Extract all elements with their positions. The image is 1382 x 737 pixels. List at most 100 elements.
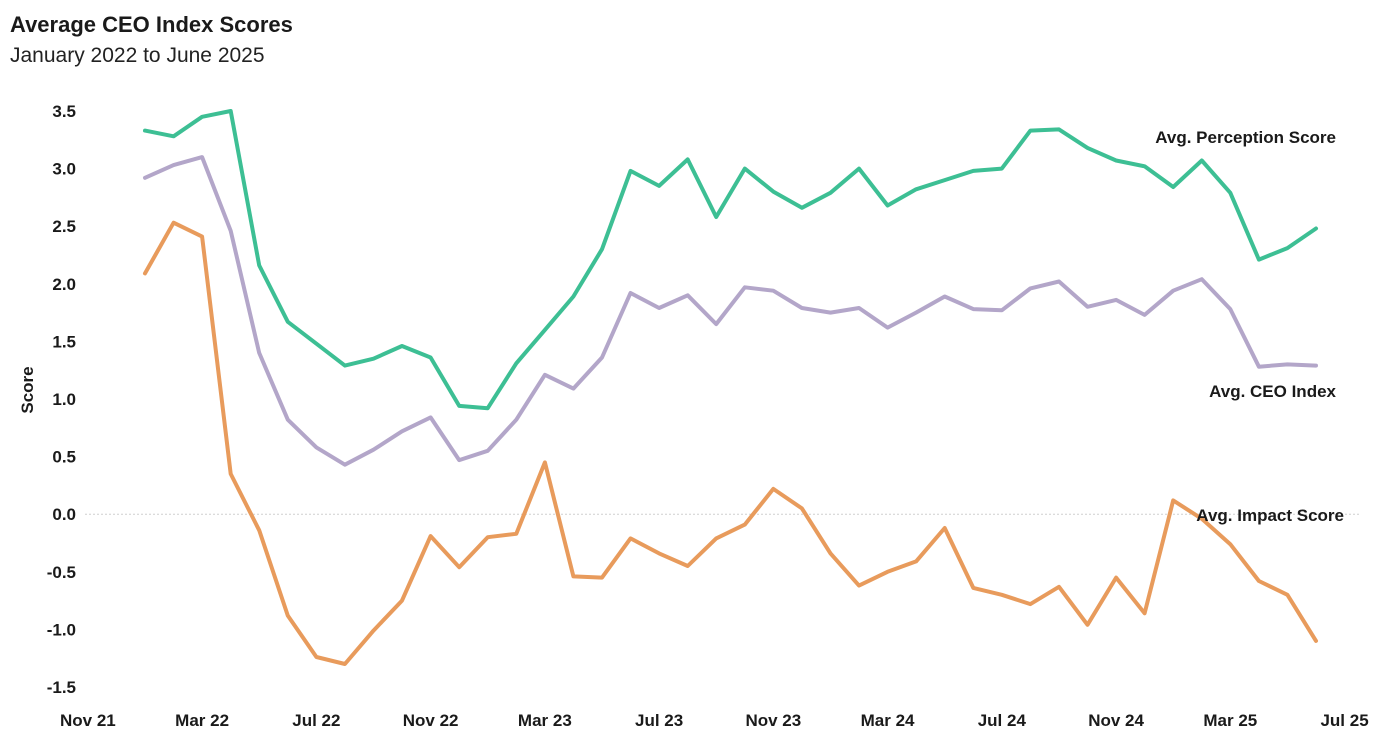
data-point	[486, 449, 490, 453]
data-point	[429, 534, 433, 538]
data-point	[343, 662, 347, 666]
data-point	[372, 629, 375, 633]
series-lines	[143, 109, 1318, 666]
data-point	[257, 263, 261, 267]
x-tick-label: Jul 25	[1320, 711, 1368, 730]
series-label: Avg. Impact Score	[1196, 506, 1344, 525]
data-point	[686, 564, 690, 568]
x-tick-label: Nov 24	[1088, 711, 1144, 730]
data-point	[714, 215, 718, 219]
x-tick-label: Nov 22	[403, 711, 459, 730]
data-point	[1086, 623, 1089, 627]
data-point	[914, 187, 918, 191]
data-point	[571, 574, 575, 578]
x-tick-label: Nov 21	[60, 711, 116, 730]
y-tick-label: 3.5	[52, 102, 76, 121]
x-tick-label: Mar 22	[175, 711, 229, 730]
data-point	[1000, 308, 1004, 312]
data-point	[286, 614, 290, 618]
data-point	[1028, 286, 1032, 290]
data-point	[886, 204, 890, 207]
data-point	[771, 487, 775, 491]
data-point	[1143, 611, 1147, 615]
data-point	[657, 551, 661, 555]
data-point	[971, 586, 975, 590]
data-point	[571, 387, 575, 391]
data-point	[857, 584, 861, 588]
y-tick-label: 0.0	[52, 505, 76, 524]
data-point	[286, 320, 290, 324]
data-point	[1314, 364, 1318, 368]
data-point	[143, 176, 147, 180]
data-point	[1143, 313, 1147, 317]
data-point	[600, 247, 604, 251]
data-point	[514, 418, 518, 422]
data-point	[1257, 258, 1261, 262]
chart-title: Average CEO Index Scores	[10, 12, 293, 37]
x-tick-label: Mar 23	[518, 711, 572, 730]
y-tick-label: -1.0	[47, 620, 76, 639]
data-point	[1285, 362, 1289, 366]
y-axis-label: Score	[18, 366, 37, 413]
data-point	[943, 178, 947, 182]
y-tick-label: 2.0	[52, 275, 76, 294]
data-point	[172, 134, 176, 138]
data-point	[771, 289, 775, 293]
x-axis-ticks: Nov 21 Mar 22 Jul 22 Nov 22 Mar 23 Jul 23 Nov …	[60, 711, 1369, 730]
data-point	[829, 311, 832, 315]
data-point	[543, 460, 547, 464]
series-labels: Avg. Perception Score Avg. CEO Index Avg. …	[1155, 128, 1344, 525]
y-axis-ticks: 3.5 3.0 2.5 2.0 1.5 1.0 0.5 0.0 -0.5 -1.0 -1.5	[47, 102, 76, 697]
y-tick-label: -1.5	[47, 678, 76, 697]
data-point	[971, 307, 975, 311]
data-point	[714, 536, 718, 540]
data-point	[857, 306, 861, 310]
data-point	[229, 109, 233, 113]
data-point	[200, 115, 204, 119]
data-point	[400, 599, 404, 603]
data-point	[1285, 246, 1289, 250]
data-point	[1057, 127, 1061, 131]
data-point	[829, 551, 832, 555]
data-point	[486, 535, 490, 539]
data-point	[229, 472, 233, 476]
data-point	[1257, 365, 1261, 369]
data-point	[1257, 579, 1261, 583]
data-point	[200, 155, 204, 159]
data-point	[314, 655, 318, 659]
series-label: Avg. Perception Score	[1155, 128, 1336, 147]
y-tick-label: 3.0	[52, 160, 76, 179]
data-point	[1314, 227, 1318, 230]
data-point	[143, 129, 147, 133]
data-point	[1171, 498, 1175, 502]
data-point	[1228, 307, 1232, 311]
data-point	[400, 344, 404, 348]
data-point	[800, 506, 804, 510]
chart-subtitle: January 2022 to June 2025	[10, 44, 265, 67]
data-point	[514, 532, 518, 536]
data-point	[886, 570, 890, 574]
data-point	[886, 326, 890, 330]
data-point	[971, 169, 975, 173]
data-point	[1086, 146, 1089, 150]
data-point	[429, 415, 433, 419]
series-line-0	[143, 109, 1318, 411]
series-line-2	[143, 220, 1318, 666]
data-point	[543, 328, 547, 332]
data-point	[514, 361, 518, 365]
data-point	[714, 322, 718, 326]
data-point	[743, 285, 747, 289]
data-point	[743, 523, 747, 527]
data-point	[286, 418, 290, 422]
data-point	[829, 191, 832, 195]
data-point	[629, 291, 632, 295]
data-point	[857, 167, 861, 171]
y-tick-label: 0.5	[52, 448, 76, 467]
x-tick-label: Jul 22	[292, 711, 340, 730]
data-point	[1143, 164, 1147, 168]
data-point	[343, 463, 347, 467]
data-point	[1114, 576, 1118, 580]
data-point	[1114, 159, 1118, 162]
data-point	[372, 448, 375, 452]
data-point	[1228, 191, 1232, 195]
